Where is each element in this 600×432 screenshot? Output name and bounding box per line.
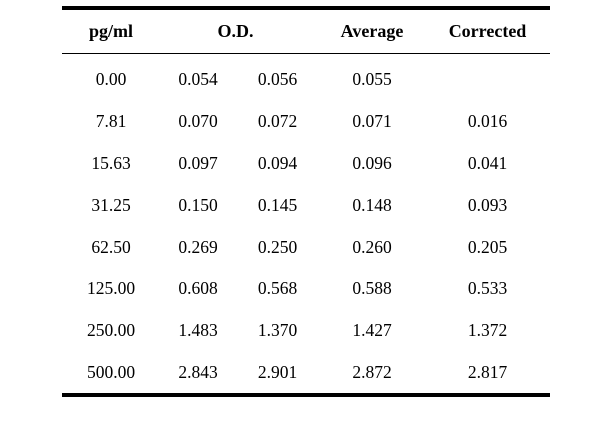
cell-corrected: [425, 54, 550, 101]
cell-od-2: 1.370: [257, 320, 298, 341]
cell-od-1: 0.070: [178, 111, 218, 132]
cell-pg-ml: 31.25: [91, 194, 131, 215]
header-rule: [62, 53, 550, 54]
cell-corrected: 0.041: [467, 152, 508, 173]
cell-od-1: 0.097: [178, 152, 218, 173]
table-row: 0.00 0.054 0.056 0.055: [62, 54, 550, 101]
table-row: 500.00 2.843 2.901 2.872 2.817: [62, 352, 550, 394]
cell-average: 0.055: [352, 69, 392, 90]
cell-corrected: 0.205: [467, 236, 508, 257]
table-row: 250.00 1.483 1.370 1.427 1.372: [62, 310, 550, 352]
cell-pg-ml: 125.00: [86, 278, 136, 299]
cell-od-2: 0.250: [257, 236, 298, 257]
cell-od-1: 2.843: [178, 361, 218, 382]
data-table-body: 0.00 0.054 0.056 0.055 7.81 0.070 0.072 0.071 0.…: [62, 54, 550, 393]
cell-average: 0.260: [352, 236, 392, 257]
cell-od-1: 0.054: [178, 69, 218, 90]
cell-average: 0.588: [352, 278, 392, 299]
table-bottom-rule: [62, 393, 550, 398]
cell-pg-ml: 250.00: [86, 320, 136, 341]
table-header: pg/ml O.D. Average Corrected: [62, 10, 550, 53]
cell-pg-ml: 0.00: [95, 69, 127, 90]
cell-pg-ml: 500.00: [86, 361, 136, 382]
table-row: 7.81 0.070 0.072 0.071 0.016: [62, 101, 550, 143]
cell-od-1: 0.150: [178, 194, 218, 215]
cell-od-2: 0.094: [257, 152, 298, 173]
cell-od-2: 2.901: [257, 361, 298, 382]
standard-curve-table: pg/ml O.D. Average Corrected 0.00 0.054 0.…: [62, 6, 550, 398]
table-row: 62.50 0.269 0.250 0.260 0.205: [62, 226, 550, 268]
cell-average: 0.071: [352, 111, 392, 132]
table-row: 15.63 0.097 0.094 0.096 0.041: [62, 143, 550, 185]
cell-pg-ml: 7.81: [95, 111, 127, 132]
header-od-label: O.D.: [217, 21, 254, 41]
cell-od-2: 0.056: [257, 69, 298, 90]
cell-average: 2.872: [352, 361, 392, 382]
cell-od-2: 0.568: [257, 278, 298, 299]
data-table: pg/ml O.D. Average Corrected: [62, 10, 550, 53]
cell-od-1: 0.608: [178, 278, 218, 299]
cell-pg-ml: 62.50: [91, 236, 131, 257]
header-average: Average: [340, 21, 404, 41]
table-row: 125.00 0.608 0.568 0.588 0.533: [62, 268, 550, 310]
header-pg-ml: pg/ml: [88, 21, 133, 41]
cell-corrected: 1.372: [467, 320, 508, 341]
cell-od-1: 1.483: [178, 320, 218, 341]
cell-od-2: 0.072: [257, 111, 298, 132]
cell-average: 0.148: [352, 194, 392, 215]
cell-pg-ml: 15.63: [91, 152, 131, 173]
table-top-rule: [62, 6, 550, 10]
table-body: 0.00 0.054 0.056 0.055 7.81 0.070 0.072 0.071 0.…: [62, 54, 550, 393]
cell-corrected: 0.016: [467, 111, 508, 132]
cell-corrected: 0.533: [467, 278, 508, 299]
cell-od-1: 0.269: [178, 236, 218, 257]
table-row: 31.25 0.150 0.145 0.148 0.093: [62, 184, 550, 226]
cell-average: 1.427: [352, 320, 392, 341]
header-corrected: Corrected: [448, 21, 527, 41]
header-row: pg/ml O.D. Average Corrected: [62, 10, 550, 53]
cell-od-2: 0.145: [257, 194, 298, 215]
cell-corrected: 0.093: [467, 194, 508, 215]
header-od: O.D.: [160, 10, 319, 53]
cell-corrected: 2.817: [467, 361, 508, 382]
cell-average: 0.096: [352, 152, 392, 173]
